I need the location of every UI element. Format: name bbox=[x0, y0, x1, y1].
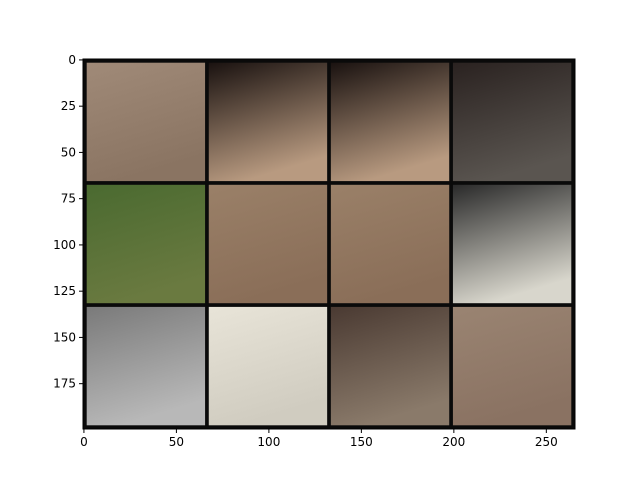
image-cell bbox=[452, 306, 572, 426]
x-tick-label: 150 bbox=[350, 435, 373, 449]
image-cell bbox=[452, 62, 572, 182]
image-cell bbox=[452, 184, 572, 304]
x-tick-label: 100 bbox=[257, 435, 280, 449]
image-cell bbox=[86, 62, 206, 182]
axes-frame bbox=[82, 58, 576, 430]
image-cell bbox=[330, 306, 450, 426]
image-cell bbox=[330, 62, 450, 182]
x-tick-label: 50 bbox=[169, 435, 184, 449]
x-tick-label: 250 bbox=[535, 435, 558, 449]
y-tick-label: 125 bbox=[53, 284, 76, 298]
image-cell bbox=[208, 62, 328, 182]
y-tick-label: 0 bbox=[68, 53, 76, 67]
y-tick-label: 75 bbox=[61, 192, 76, 206]
x-tick-label: 200 bbox=[442, 435, 465, 449]
x-tick-label: 0 bbox=[80, 435, 88, 449]
y-tick-label: 50 bbox=[61, 145, 76, 159]
image-cell bbox=[330, 184, 450, 304]
image-cell bbox=[208, 306, 328, 426]
y-tick-label: 150 bbox=[53, 330, 76, 344]
image-cell bbox=[86, 184, 206, 304]
y-tick-label: 100 bbox=[53, 238, 76, 252]
y-tick-label: 25 bbox=[61, 99, 76, 113]
image-cell bbox=[208, 184, 328, 304]
image-cell bbox=[86, 306, 206, 426]
y-tick-label: 175 bbox=[53, 377, 76, 391]
